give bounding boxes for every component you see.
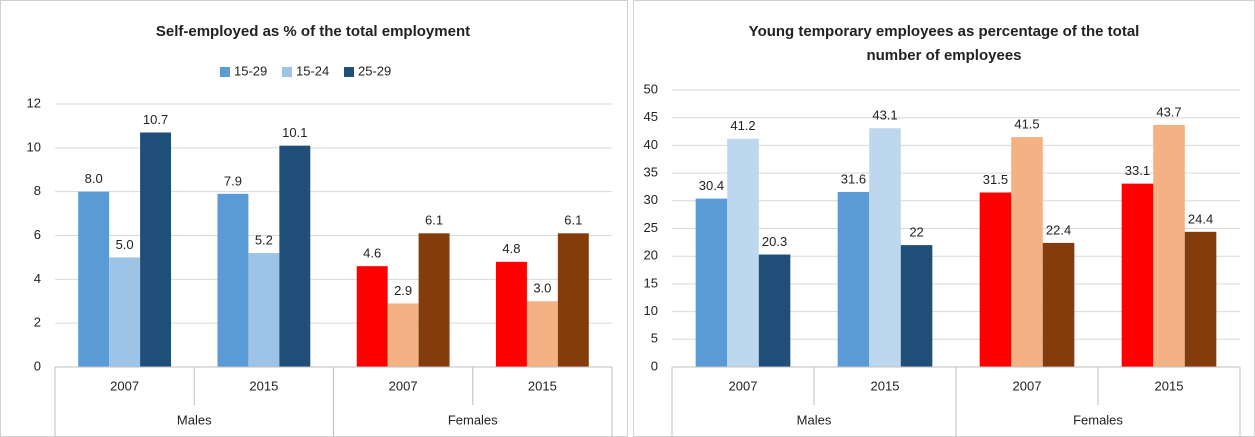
group-label: Males (177, 412, 212, 427)
bar (1011, 137, 1043, 367)
data-label: 22 (909, 225, 923, 240)
bar (1153, 124, 1185, 367)
chart-title: Self-employed as % of the total employme… (156, 23, 470, 40)
y-tick-label: 35 (644, 165, 658, 180)
group-label: Males (797, 412, 832, 427)
x-tick-label: 2007 (729, 378, 758, 393)
y-tick-label: 6 (34, 227, 41, 242)
data-label: 5.2 (255, 232, 273, 247)
chart-title: number of employees (866, 47, 1021, 64)
y-tick-label: 10 (27, 139, 41, 154)
data-label: 7.9 (224, 173, 242, 188)
y-tick-label: 25 (644, 220, 658, 235)
bar (758, 254, 791, 367)
y-tick-label: 40 (644, 137, 658, 152)
data-label: 10.7 (143, 112, 168, 127)
y-tick-label: 45 (644, 109, 658, 124)
y-tick-label: 0 (651, 358, 658, 373)
bar (418, 233, 450, 367)
y-tick-label: 8 (34, 183, 41, 198)
legend-label: 15-29 (234, 63, 267, 78)
bar (837, 191, 870, 367)
bar (78, 191, 110, 367)
data-label: 6.1 (425, 213, 443, 228)
x-tick-label: 2015 (1155, 378, 1184, 393)
y-tick-label: 10 (644, 303, 658, 318)
bar (495, 261, 527, 367)
y-tick-label: 30 (644, 192, 658, 207)
bar (900, 245, 933, 367)
bar (557, 233, 589, 367)
x-tick-label: 2015 (871, 378, 900, 393)
data-label: 24.4 (1188, 211, 1213, 226)
y-tick-label: 50 (644, 81, 658, 96)
legend-swatch (220, 67, 230, 77)
bar (526, 301, 558, 367)
bar (217, 193, 249, 367)
bar (109, 257, 141, 367)
x-tick-label: 2007 (389, 378, 418, 393)
data-label: 30.4 (699, 178, 724, 193)
data-label: 8.0 (85, 171, 103, 186)
data-label: 4.8 (502, 241, 520, 256)
data-label: 31.5 (983, 172, 1008, 187)
data-label: 20.3 (762, 234, 787, 249)
y-tick-label: 0 (34, 358, 41, 373)
bar (279, 145, 311, 367)
data-label: 41.2 (730, 118, 755, 133)
x-tick-label: 2015 (528, 378, 557, 393)
bar (1184, 231, 1217, 367)
chart-title: Young temporary employees as percentage … (749, 23, 1140, 40)
data-label: 2.9 (394, 283, 412, 298)
y-tick-label: 15 (644, 275, 658, 290)
data-label: 33.1 (1125, 163, 1150, 178)
y-tick-label: 5 (651, 331, 658, 346)
data-label: 31.6 (841, 171, 866, 186)
bar (1121, 183, 1154, 367)
bar (248, 253, 280, 367)
data-label: 3.0 (533, 281, 551, 296)
bar (140, 132, 172, 367)
y-tick-label: 12 (27, 95, 41, 110)
y-tick-label: 2 (34, 315, 41, 330)
bar (1042, 242, 1075, 367)
data-label: 43.7 (1156, 104, 1181, 119)
bar (356, 266, 388, 367)
legend-swatch (344, 67, 354, 77)
data-label: 10.1 (282, 125, 307, 140)
group-label: Females (1073, 412, 1123, 427)
bar (695, 198, 728, 367)
bar (387, 303, 419, 367)
x-tick-label: 2015 (249, 378, 278, 393)
data-label: 22.4 (1046, 222, 1071, 237)
data-label: 5.0 (116, 237, 134, 252)
x-tick-label: 2007 (110, 378, 139, 393)
y-tick-label: 20 (644, 248, 658, 263)
legend-swatch (282, 67, 292, 77)
legend-label: 25-29 (358, 63, 391, 78)
data-label: 4.6 (363, 246, 381, 261)
x-tick-label: 2007 (1013, 378, 1042, 393)
bar (869, 128, 901, 367)
data-label: 41.5 (1014, 117, 1039, 132)
group-label: Females (448, 412, 498, 427)
y-tick-label: 4 (34, 271, 41, 286)
data-label: 6.1 (564, 213, 582, 228)
data-label: 43.1 (872, 108, 897, 123)
bar (727, 138, 759, 367)
legend-label: 15-24 (296, 63, 329, 78)
bar (979, 192, 1012, 367)
